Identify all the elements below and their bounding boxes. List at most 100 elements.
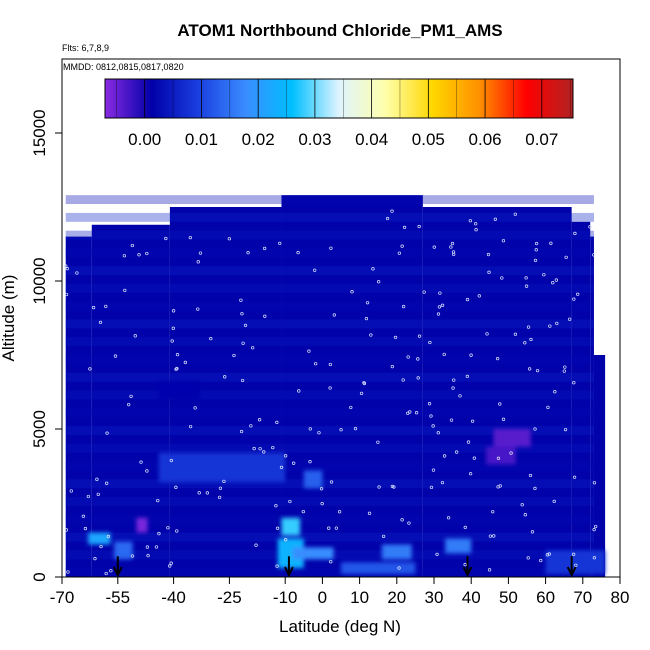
sample-point [592,253,596,257]
track-arrow-head [284,566,294,577]
sample-point [416,357,420,361]
sample-point [171,309,176,313]
sample-point [392,485,396,489]
sample-point [362,381,367,386]
sample-point [449,418,454,422]
sample-point [377,485,381,489]
sample-point [468,219,473,223]
sample-point [145,469,149,473]
sample-point [240,378,245,383]
sample-point [442,454,447,458]
sample-point [98,320,103,325]
sample-point [513,212,517,216]
sample-point [562,369,566,373]
sample-point [524,276,528,280]
feature-cell [303,470,323,489]
sample-point [275,526,280,530]
sample-point [274,504,278,508]
colorbar-tick-label: 0.00 [128,130,161,149]
sample-point [452,378,456,382]
sample-point [113,354,118,358]
sample-point [496,456,501,460]
sample-point [319,487,324,491]
sample-point [397,251,401,255]
sample-point [279,465,284,470]
sample-point [524,284,529,288]
altitude-band [65,301,594,311]
sample-point [252,446,256,451]
sample-point [572,475,577,479]
sample-point [376,280,381,284]
altitude-band [65,319,594,329]
sample-point [436,431,440,435]
sample-point [367,511,372,515]
data-curtain-segment [593,355,606,577]
sample-point [552,499,556,504]
sample-point [93,557,97,561]
sample-point [534,241,539,246]
sample-point [109,569,113,573]
sample-point [523,513,527,517]
sample-point [169,458,174,463]
sample-point [196,307,200,311]
sample-point [122,254,127,258]
feature-cell [445,538,472,554]
sample-point [154,545,159,549]
sample-point [442,352,446,357]
sample-point [258,447,262,451]
sample-point [145,545,150,549]
sample-point [458,394,462,398]
sample-point [157,531,161,536]
sample-point [564,255,568,260]
feature-cell [114,541,133,560]
dates-label: MMDD: 0812,0815,0817,0820 [63,62,184,72]
sample-point [450,241,455,246]
sample-point [401,378,405,382]
sample-point [440,303,445,307]
sample-point [492,534,496,538]
sample-point [86,494,91,499]
sample-point [174,367,178,371]
sample-point [572,297,576,301]
sample-point [592,527,596,532]
x-tick-label: -10 [273,588,298,607]
sample-point [166,526,170,530]
feature-cell [545,550,606,575]
sample-point [393,335,398,340]
sample-point [196,260,200,264]
sample-point [291,461,296,465]
sample-point [455,450,459,454]
sample-point [243,323,248,328]
sample-point [592,556,597,560]
sample-point [470,419,475,423]
x-tick-label: -40 [161,588,186,607]
y-tick-label: 10000 [30,257,49,304]
sample-point [431,468,436,472]
sample-point [563,427,568,432]
sample-point [197,491,201,495]
sample-point [168,564,172,568]
sample-point [465,297,470,302]
x-tick-label: 0 [318,588,327,607]
sample-point [257,418,262,422]
sample-point [451,250,456,254]
sample-point [416,376,420,380]
sample-point [485,332,489,336]
sample-point [328,386,332,390]
sample-point [534,248,538,252]
altitude-band [65,230,594,240]
sample-point [528,473,533,478]
feature-cell [158,452,286,483]
sample-point [146,553,150,558]
data-curtain-segment [571,221,591,577]
altitude-bands [65,195,594,577]
sample-point [500,276,504,280]
sample-point [468,472,473,476]
sample-point [288,499,292,504]
sample-point [509,451,513,455]
sample-point [359,391,364,396]
sample-point [385,216,390,221]
sample-point [205,491,210,495]
sample-point [501,239,506,243]
sample-point [301,509,305,514]
